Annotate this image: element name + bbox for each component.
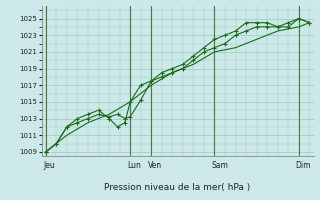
Text: Pression niveau de la mer( hPa ): Pression niveau de la mer( hPa )	[104, 183, 251, 192]
Text: Dim: Dim	[296, 161, 311, 170]
Text: Lun: Lun	[127, 161, 141, 170]
Text: Ven: Ven	[148, 161, 162, 170]
Text: Jeu: Jeu	[44, 161, 55, 170]
Text: Sam: Sam	[211, 161, 228, 170]
